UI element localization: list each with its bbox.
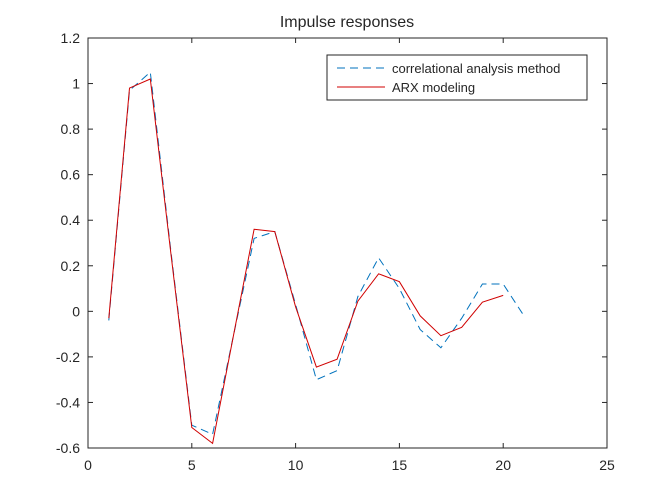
- x-tick-label: 25: [599, 457, 615, 473]
- x-tick-label: 20: [495, 457, 511, 473]
- legend-box: [326, 54, 588, 101]
- chart-title: Impulse responses: [280, 14, 414, 31]
- y-tick-label: -0.4: [56, 394, 80, 410]
- plot-area: [108, 71, 525, 445]
- y-tick-label: 0: [72, 303, 80, 319]
- y-tick-label: 0.8: [61, 121, 81, 137]
- x-tick-label: 0: [84, 457, 92, 473]
- axes-box: [87, 37, 608, 449]
- legend-label-0: correlational analysis method: [392, 61, 560, 76]
- y-tick-label: -0.2: [56, 349, 80, 365]
- y-tick-label: 0.6: [61, 167, 81, 183]
- y-tick-label: 1.2: [61, 30, 81, 46]
- y-tick-label: 0.2: [61, 258, 81, 274]
- legend: correlational analysis method ARX modelin…: [326, 54, 588, 101]
- axes: 0 5 10 15 20 25 -0.6 -0.4 -0.2 0 0.2 0.4 0.6 0.8 1 1.2: [56, 30, 615, 473]
- x-tick-label: 15: [392, 457, 408, 473]
- legend-label-1: ARX modeling: [392, 80, 475, 95]
- y-tick-label: 0.4: [61, 212, 81, 228]
- series-line-1: [108, 78, 504, 445]
- y-tick-label: -0.6: [56, 440, 80, 456]
- x-tick-label: 5: [188, 457, 196, 473]
- y-tick-label: 1: [72, 76, 80, 92]
- x-tick-label: 10: [288, 457, 304, 473]
